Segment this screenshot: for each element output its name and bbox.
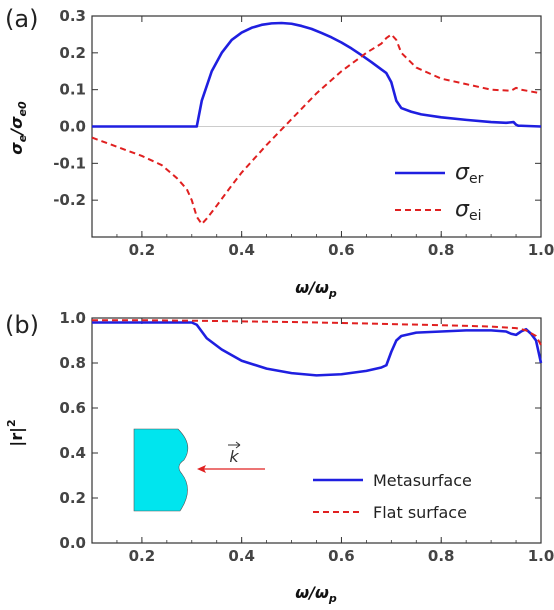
y-tick-label: 0.6 — [59, 399, 86, 417]
legend-entry: σer — [455, 160, 484, 187]
x-axis-label-main: ω/ω — [295, 278, 329, 297]
y-axis-label-main: |r| — [7, 427, 27, 447]
x-tick-label: 0.6 — [328, 547, 355, 565]
metasurface-inset: k — [133, 428, 265, 512]
vector-arrow-tip — [235, 441, 241, 449]
y-tick-label: 1.0 — [59, 309, 86, 327]
y-axis-label: σe/σe0 — [7, 101, 29, 155]
y-axis-label-sub: e — [16, 134, 29, 142]
series-line-1 — [92, 21, 542, 128]
x-tick-label: 1.0 — [528, 241, 554, 259]
x-axis-label-main: ω/ω — [295, 583, 329, 602]
panel-a: 0.2 0.4 0.6 0.8 1.0-0.2-0.10.00.10.20.3σerσe… — [5, 5, 554, 300]
legend-symbol: σ — [455, 160, 470, 185]
x-axis-label-sub: p — [328, 592, 337, 605]
legend-entry: Metasurface — [373, 471, 472, 490]
metasurface-shape — [133, 428, 189, 512]
x-tick-label: 1.0 — [528, 547, 554, 565]
x-axis-label: ω/ωp — [295, 583, 337, 605]
legend-entry: Flat surface — [373, 503, 467, 522]
legend-subscript: ei — [469, 208, 482, 224]
y-tick-label: 0.0 — [59, 118, 86, 136]
y-axis-label-sup: 2 — [5, 419, 18, 427]
y-tick-label: 0.1 — [59, 81, 86, 99]
y-axis-label-sub2: e0 — [16, 101, 29, 116]
series-line-2 — [91, 33, 542, 226]
y-axis-label-main: σ — [7, 142, 26, 155]
series-line-1 — [92, 321, 543, 377]
x-tick-label: 0.4 — [228, 547, 255, 565]
x-tick-label: 0.8 — [428, 241, 455, 259]
y-tick-label: -0.2 — [53, 191, 86, 209]
y-tick-label: 0.3 — [59, 7, 86, 25]
y-tick-label: 0.8 — [59, 354, 86, 372]
panel-label: (a) — [5, 5, 38, 33]
y-tick-label: 0.2 — [59, 44, 86, 62]
y-tick-label: 0.2 — [59, 489, 86, 507]
y-tick-label: 0.0 — [59, 534, 86, 552]
series-line-2 — [92, 319, 542, 346]
x-tick-label: 0.8 — [428, 547, 455, 565]
x-axis-label-sub: p — [328, 287, 337, 300]
x-axis-label: ω/ωp — [295, 278, 337, 300]
legend-symbol: σ — [455, 197, 470, 222]
panel-b: 0.2 0.4 0.6 0.8 1.0 0.0 0.2 0.4 0.6 0.8 1.0 Metasur… — [5, 309, 554, 605]
x-tick-label: 0.6 — [328, 241, 355, 259]
x-tick-label: 0.2 — [129, 547, 156, 565]
panel-label: (b) — [5, 311, 39, 339]
y-axis-label-mid: /σ — [7, 116, 26, 137]
y-axis-label: |r|2 — [5, 419, 27, 446]
wave-vector-label: k — [229, 447, 239, 466]
y-tick-label: 0.4 — [59, 444, 86, 462]
legend-label: Metasurface — [373, 471, 472, 490]
y-tick-label: -0.1 — [53, 154, 86, 172]
legend: Metasurface Flat surface — [313, 471, 472, 522]
x-tick-label: 0.4 — [228, 241, 255, 259]
legend-label: Flat surface — [373, 503, 467, 522]
wave-arrow-head — [197, 465, 206, 473]
x-tick-label: 0.2 — [129, 241, 156, 259]
legend-subscript: er — [469, 171, 484, 187]
legend-entry: σei — [455, 197, 481, 224]
